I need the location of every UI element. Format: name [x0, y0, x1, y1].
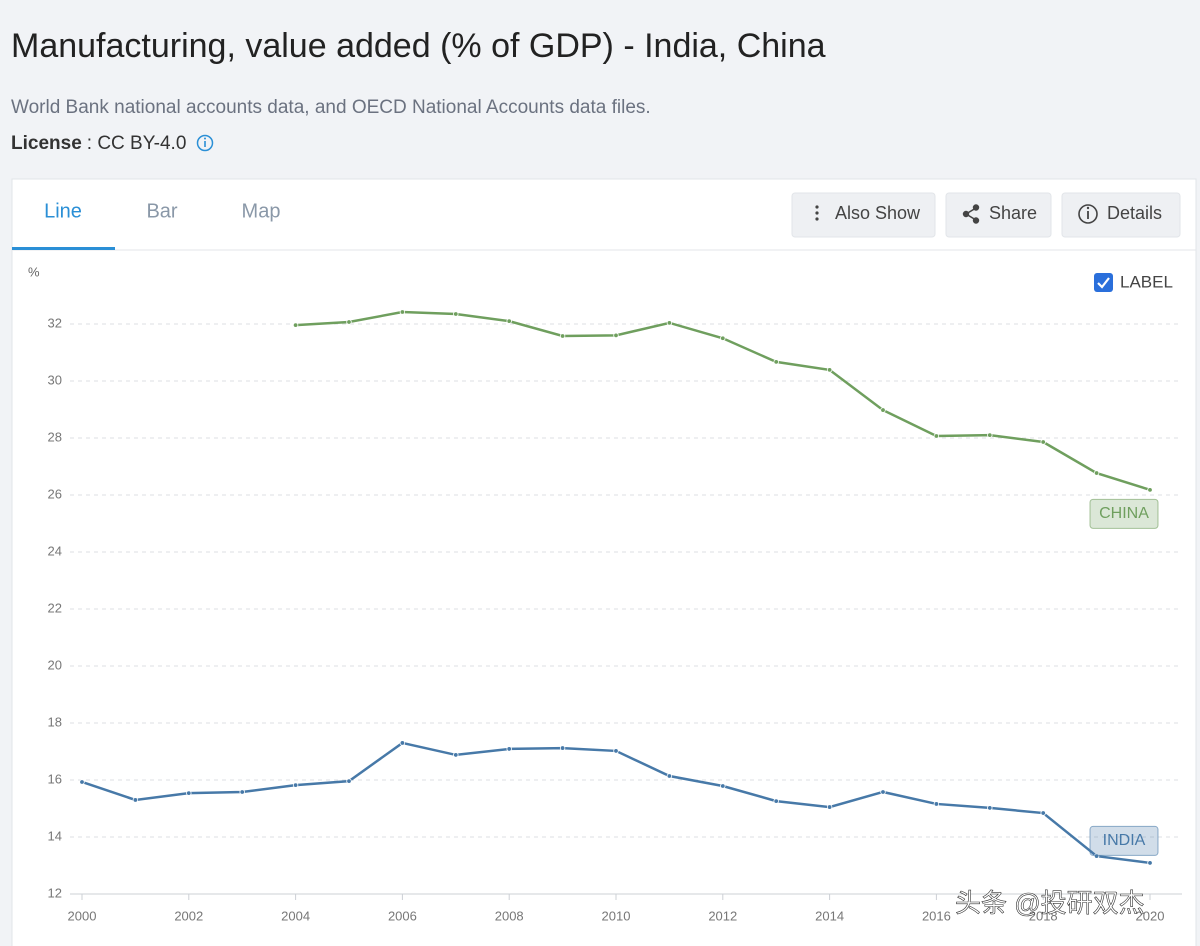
button-label: Details	[1107, 203, 1162, 223]
data-point	[346, 319, 352, 325]
data-point	[506, 318, 512, 324]
y-tick-label: 28	[48, 429, 62, 444]
x-tick-label: 2012	[708, 908, 737, 923]
page-title: Manufacturing, value added (% of GDP) - …	[11, 27, 826, 65]
data-point	[613, 332, 619, 339]
y-tick-label: 20	[48, 657, 62, 672]
source-note: World Bank national accounts data, and O…	[11, 97, 651, 118]
also-show-button[interactable]: Also Show	[791, 192, 936, 238]
tab-line[interactable]: Line	[44, 200, 82, 222]
data-point	[132, 797, 139, 803]
y-unit: %	[28, 264, 40, 279]
data-point	[933, 801, 940, 807]
y-tick-label: 16	[48, 771, 62, 786]
y-tick-label: 30	[48, 372, 62, 387]
label-checkbox[interactable]: LABEL	[1094, 272, 1173, 292]
button-label: Also Show	[835, 203, 921, 223]
data-point	[987, 432, 993, 438]
plot: 12 14 16 18 20 22 24 26 28 30 32 2000 2002 2004 2006 20…	[48, 309, 1182, 923]
x-tick-label: 2004	[281, 908, 310, 923]
data-point	[1147, 487, 1153, 493]
x-tick-label: 2016	[922, 908, 951, 923]
data-point	[1040, 810, 1046, 816]
data-point	[987, 805, 993, 811]
watermark: 头条 @投研双杰	[955, 888, 1145, 918]
x-tick-label: 2018	[1029, 908, 1058, 923]
data-point	[1093, 470, 1100, 476]
series-label: INDIA	[1103, 832, 1146, 849]
data-point	[292, 322, 299, 328]
data-point	[346, 778, 352, 784]
data-point	[933, 433, 940, 439]
y-tick-label: 18	[48, 714, 62, 729]
series-label-box	[1089, 825, 1159, 856]
x-tick-label: 2006	[388, 908, 417, 923]
license-value: : CC BY-4.0	[87, 133, 187, 154]
data-point	[826, 367, 833, 373]
data-point	[453, 752, 459, 758]
data-point	[292, 782, 299, 788]
details-button[interactable]: Details	[1061, 192, 1181, 238]
tab-map[interactable]: Map	[242, 200, 281, 222]
license: License: CC BY-4.0	[11, 133, 186, 154]
data-point	[720, 335, 726, 341]
data-point	[239, 789, 245, 795]
data-point	[399, 309, 406, 315]
tab-bar[interactable]: Bar	[146, 200, 177, 222]
data-point	[399, 740, 406, 746]
data-point	[79, 779, 85, 785]
info-icon[interactable]	[196, 134, 214, 152]
data-point	[1040, 439, 1046, 445]
data-point	[880, 407, 886, 413]
data-point	[720, 783, 726, 789]
y-tick-label: 12	[48, 885, 62, 900]
data-point	[826, 804, 833, 810]
data-point	[666, 773, 673, 779]
series-label: CHINA	[1099, 505, 1149, 522]
data-point	[1147, 860, 1153, 866]
data-point	[559, 745, 566, 751]
y-tick-label: 24	[48, 543, 62, 558]
data-point	[506, 746, 512, 752]
x-tick-label: 2002	[174, 908, 203, 923]
x-tick-label: 2014	[815, 908, 844, 923]
x-tick-label: 2010	[602, 908, 631, 923]
y-tick-label: 14	[48, 828, 62, 843]
data-point	[186, 790, 192, 796]
checkbox-label: LABEL	[1120, 272, 1173, 291]
x-tick-label: 2020	[1136, 908, 1165, 923]
data-point	[453, 311, 459, 317]
button-label: Share	[989, 203, 1037, 223]
series-label-box	[1089, 498, 1159, 529]
data-point	[613, 748, 619, 754]
share-button[interactable]: Share	[945, 192, 1052, 238]
y-tick-label: 32	[48, 315, 62, 330]
data-point	[880, 789, 886, 795]
data-point	[773, 798, 779, 804]
data-point	[773, 359, 779, 365]
x-tick-label: 2008	[495, 908, 524, 923]
active-tab-underline	[12, 247, 115, 250]
data-point	[666, 320, 673, 326]
y-tick-label: 22	[48, 600, 62, 615]
y-tick-label: 26	[48, 486, 62, 501]
license-label: License	[11, 133, 82, 154]
x-tick-label: 2000	[68, 908, 97, 923]
data-point	[559, 333, 566, 339]
chart-card	[11, 178, 1197, 946]
